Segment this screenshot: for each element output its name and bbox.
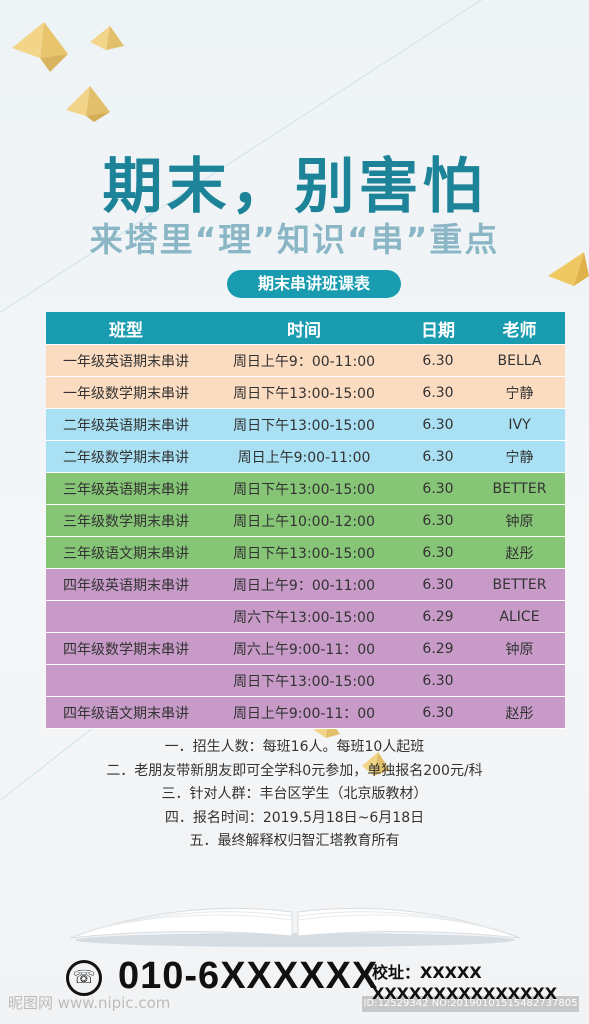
date-cell: 6.30 <box>422 544 454 561</box>
teacher-cell: 赵彤 <box>505 545 534 562</box>
date-cell: 6.29 <box>422 640 454 657</box>
class-cell: 二年级数学期末串讲 <box>63 449 189 466</box>
schedule-title-badge: 期末串讲班课表 <box>227 270 401 298</box>
time-cell: 周日下午13:00-15:00 <box>233 417 375 434</box>
table-header-row: 班型 时间 日期 老师 <box>46 312 565 345</box>
table-row: 二年级英语期末串讲 周日下午13:00-15:00 6.30 IVY <box>46 409 565 441</box>
paper-butterfly-icon <box>548 252 589 286</box>
time-cell: 周日下午13:00-15:00 <box>233 481 375 498</box>
table-row: 一年级数学期末串讲 周日下午13:00-15:00 6.30 宁静 <box>46 377 565 409</box>
date-cell: 6.30 <box>422 448 454 465</box>
class-cell: 四年级数学期末串讲 <box>63 641 189 658</box>
paper-butterfly-icon <box>66 86 110 122</box>
note-item: 一．招生人数：每班16人。每班10人起班 <box>164 739 425 755</box>
time-cell: 周日上午9:00-11:00 <box>237 449 371 466</box>
time-cell: 周日下午13:00-15:00 <box>233 673 375 690</box>
address-value: XXXXXXXXXXXXXXX <box>372 984 558 1003</box>
watermark-id: ID:12529342 NO:20190101515482737805 <box>362 996 579 1012</box>
time-cell: 周日下午13:00-15:00 <box>233 545 375 562</box>
subheadline: 来塔里“理”知识“串”重点 <box>89 220 500 259</box>
paper-butterfly-icon <box>12 22 68 72</box>
date-cell: 6.30 <box>422 704 454 721</box>
teacher-cell: 钟原 <box>505 513 534 530</box>
header-class: 班型 <box>109 320 143 341</box>
date-cell: 6.30 <box>422 576 454 593</box>
time-cell: 周日上午9：00-11:00 <box>232 577 376 594</box>
teacher-cell: 钟原 <box>505 641 534 658</box>
phone-number: 010-6XXXXXX <box>118 955 379 997</box>
class-cell: 二年级英语期末串讲 <box>63 417 189 434</box>
open-book-image <box>69 907 521 947</box>
date-cell: 6.30 <box>422 480 454 497</box>
table-row: 一年级英语期末串讲 周日上午9：00-11:00 6.30 BELLA <box>46 345 565 377</box>
class-cell: 三年级语文期末串讲 <box>63 545 189 562</box>
table-row: 二年级数学期末串讲 周日上午9:00-11:00 6.30 宁静 <box>46 441 565 473</box>
watermark-site: 昵图网 www.nipic.com <box>8 994 171 1012</box>
teacher-cell: ALICE <box>499 608 540 625</box>
time-cell: 周日上午10:00-12:00 <box>233 513 375 530</box>
table-row: 四年级语文期末串讲 周日上午9:00-11：00 6.30 赵彤 <box>46 697 565 729</box>
date-cell: 6.30 <box>422 512 454 529</box>
table-row: 四年级数学期末串讲 周六上午9:00-11：00 6.29 钟原 <box>46 633 565 665</box>
date-cell: 6.29 <box>422 608 454 625</box>
teacher-cell: BETTER <box>492 480 547 497</box>
table-row: 周日下午13:00-15:00 6.30 <box>46 665 565 697</box>
time-cell: 周六下午13:00-15:00 <box>233 609 375 626</box>
time-cell: 周日上午9:00-11：00 <box>232 705 376 722</box>
header-time: 时间 <box>287 320 321 341</box>
date-cell: 6.30 <box>422 672 454 689</box>
table-row: 四年级英语期末串讲 周日上午9：00-11:00 6.30 BETTER <box>46 569 565 601</box>
date-cell: 6.30 <box>422 352 454 369</box>
phone-icon: ☏ <box>66 960 102 996</box>
table-row: 三年级语文期末串讲 周日下午13:00-15:00 6.30 赵彤 <box>46 537 565 569</box>
header-date: 日期 <box>421 320 455 341</box>
teacher-cell: 赵彤 <box>505 705 534 722</box>
teacher-cell: 宁静 <box>505 449 534 466</box>
table-row: 三年级英语期末串讲 周日下午13:00-15:00 6.30 BETTER <box>46 473 565 505</box>
date-cell: 6.30 <box>422 416 454 433</box>
address-label: 校址：XXXXX <box>372 963 482 982</box>
paper-butterfly-icon <box>90 26 124 50</box>
class-cell: 四年级英语期末串讲 <box>63 577 189 594</box>
note-item: 五．最终解释权归智汇塔教育所有 <box>189 833 400 849</box>
notes-list: 一．招生人数：每班16人。每班10人起班 二．老朋友带新朋友即可全学科0元参加，… <box>0 736 589 854</box>
table-row: 三年级数学期末串讲 周日上午10:00-12:00 6.30 钟原 <box>46 505 565 537</box>
class-cell: 三年级数学期末串讲 <box>63 513 189 530</box>
time-cell: 周六上午9:00-11：00 <box>232 641 376 658</box>
note-item: 三．针对人群：丰台区学生（北京版教材） <box>161 786 428 802</box>
class-cell: 一年级数学期末串讲 <box>63 385 189 402</box>
paper-butterfly-icon <box>362 752 390 776</box>
time-cell: 周日上午9：00-11:00 <box>232 353 376 370</box>
date-cell: 6.30 <box>422 384 454 401</box>
class-cell: 三年级英语期末串讲 <box>63 481 189 498</box>
address: 校址：XXXXX XXXXXXXXXXXXXXX <box>372 962 557 1004</box>
time-cell: 周日下午13:00-15:00 <box>233 385 375 402</box>
header-teacher: 老师 <box>502 320 537 341</box>
teacher-cell: 宁静 <box>505 385 534 402</box>
headline: 期末，别害怕 <box>102 152 487 222</box>
table-row: 周六下午13:00-15:00 6.29 ALICE <box>46 601 565 633</box>
schedule-table: 班型 时间 日期 老师 一年级英语期末串讲 周日上午9：00-11:00 6.30 B… <box>46 312 565 729</box>
teacher-cell: BELLA <box>497 352 542 369</box>
class-cell: 四年级语文期末串讲 <box>63 705 189 722</box>
class-cell: 一年级英语期末串讲 <box>63 353 189 370</box>
note-item: 四．报名时间：2019.5月18日~6月18日 <box>164 809 425 826</box>
note-item: 二．老朋友带新朋友即可全学科0元参加，单独报名200元/科 <box>106 762 483 779</box>
teacher-cell: IVY <box>508 416 531 433</box>
teacher-cell: BETTER <box>492 576 547 593</box>
